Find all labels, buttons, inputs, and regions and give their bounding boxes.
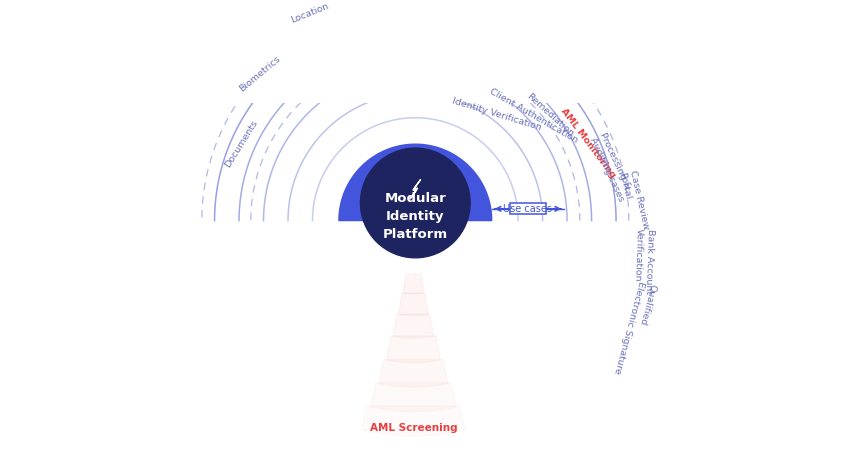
Text: AML Screening: AML Screening — [370, 423, 458, 433]
Polygon shape — [393, 314, 433, 338]
Text: Processing &
Auditing cases: Processing & Auditing cases — [588, 132, 636, 203]
FancyBboxPatch shape — [510, 203, 546, 214]
Text: Bank Account
Verification: Bank Account Verification — [633, 228, 655, 294]
Text: Case Review
Portal: Case Review Portal — [617, 170, 650, 233]
Polygon shape — [398, 293, 428, 316]
Text: Client Authentication: Client Authentication — [488, 87, 580, 145]
Text: Qualified
Electronic Signature: Qualified Electronic Signature — [612, 280, 657, 377]
Polygon shape — [410, 180, 421, 199]
Text: Location: Location — [290, 1, 330, 25]
Text: Use cases: Use cases — [503, 204, 552, 214]
Polygon shape — [339, 144, 492, 221]
Text: Documents: Documents — [224, 118, 260, 169]
Text: Human support: Human support — [375, 271, 456, 281]
Polygon shape — [361, 406, 465, 436]
Text: AML Monitoring: AML Monitoring — [559, 107, 617, 180]
Text: Identity Verification: Identity Verification — [451, 96, 542, 132]
Text: Biometrics: Biometrics — [237, 54, 281, 94]
Polygon shape — [386, 336, 440, 362]
Polygon shape — [403, 274, 424, 294]
Text: Remediation: Remediation — [525, 92, 575, 139]
Polygon shape — [371, 383, 457, 412]
Polygon shape — [378, 360, 448, 387]
Circle shape — [360, 148, 470, 258]
Text: Modular
Identity
Platform: Modular Identity Platform — [383, 192, 448, 241]
